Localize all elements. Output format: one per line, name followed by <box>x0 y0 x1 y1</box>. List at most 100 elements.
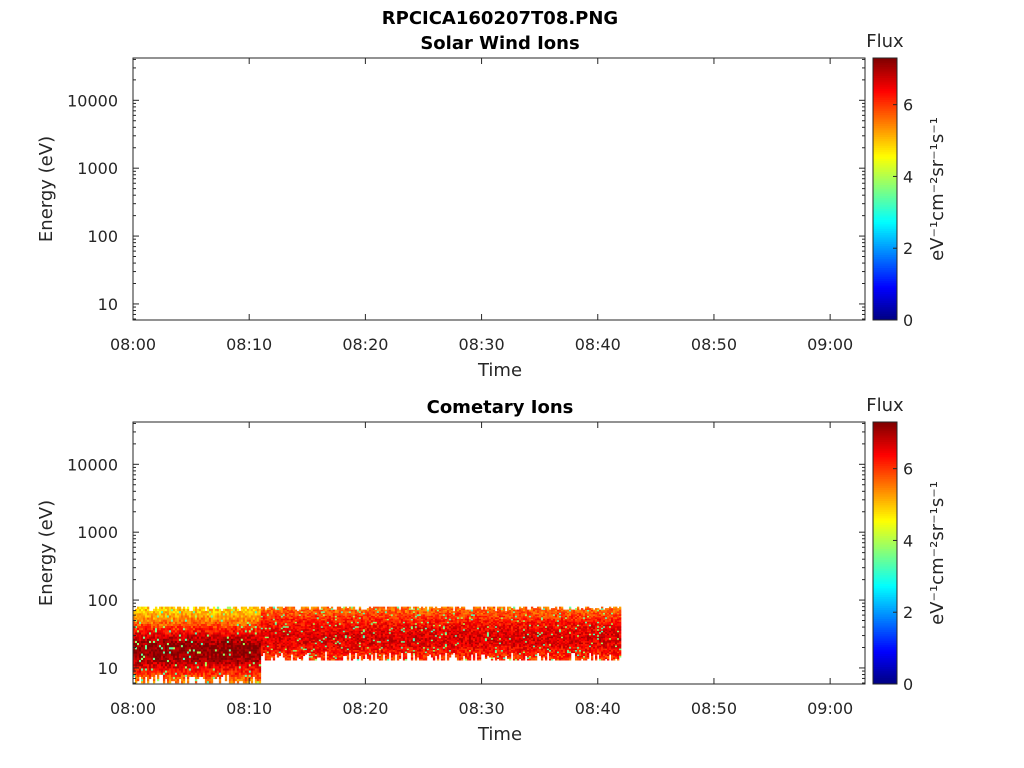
x-axis-label: Time <box>477 360 522 381</box>
spectrogram-cell <box>158 653 162 656</box>
spectrogram-cell <box>252 657 256 660</box>
spectrogram-cell <box>162 668 166 671</box>
spectrogram-cell <box>164 629 168 633</box>
spectrogram-cell <box>346 617 350 619</box>
spectrogram-cell <box>316 606 320 609</box>
colorbar-segment <box>873 136 897 140</box>
spectrogram-cell <box>170 632 174 635</box>
spectrogram-cell <box>148 634 152 637</box>
spectrogram-cell <box>370 620 374 622</box>
spectrogram-cell <box>344 617 348 619</box>
spectrogram-cell <box>330 657 334 660</box>
spectrogram-cell <box>352 643 356 646</box>
spectrogram-cell <box>332 651 336 654</box>
spectrogram-cell <box>376 640 380 643</box>
spectrogram-cell <box>334 643 338 646</box>
spectrogram-cell <box>190 615 194 618</box>
spectrogram-cell <box>158 642 162 646</box>
spectrogram-cell <box>156 613 160 616</box>
spectrogram-cell <box>390 652 394 655</box>
spectrogram-cell <box>162 617 166 620</box>
spectrogram-cell <box>274 620 278 622</box>
spectrogram-cell <box>234 655 238 658</box>
colorbar-segment <box>873 106 897 109</box>
spectrogram-cell <box>356 658 360 661</box>
spectrogram-cell <box>310 606 314 609</box>
spectrogram-cell <box>296 655 300 658</box>
spectrogram-cell <box>330 648 334 651</box>
spectrogram-cell <box>324 612 328 615</box>
spectrogram-cell <box>376 609 380 612</box>
spectrogram-cell <box>370 648 374 651</box>
spectrogram-cell <box>252 640 256 643</box>
spectrogram-cell <box>394 617 398 619</box>
spectrogram-cell <box>332 609 336 612</box>
spectrogram-cell <box>188 649 192 652</box>
spectrogram-cell <box>210 663 214 667</box>
spectrogram-cell <box>400 615 404 618</box>
spectrogram-cell <box>234 663 238 667</box>
spectrogram-cell <box>392 657 396 660</box>
spectrogram-cell <box>366 620 370 622</box>
spectrogram-cell <box>246 623 250 627</box>
spectrogram-cell <box>136 653 140 656</box>
spectrogram-cell <box>206 636 210 639</box>
spectrogram-cell <box>288 655 292 658</box>
spectrogram-cell <box>214 615 218 618</box>
spectrogram-cell <box>316 640 320 643</box>
spectrogram-cell <box>184 674 188 677</box>
spectrogram-cell <box>298 637 302 640</box>
spectrogram-cell <box>270 633 274 636</box>
spectrogram-cell <box>166 646 170 650</box>
spectrogram-cell <box>350 651 354 654</box>
spectrogram-cell <box>326 658 330 661</box>
spectrogram-cell <box>348 608 352 610</box>
spectrogram-cell <box>400 642 404 645</box>
spectrogram-cell <box>264 617 268 619</box>
spectrogram-cell <box>146 629 150 633</box>
spectrogram-cell <box>346 634 350 637</box>
spectrogram-cell <box>284 624 288 627</box>
spectrogram-cell <box>276 651 280 654</box>
spectrogram-cell <box>168 636 172 639</box>
spectrogram-cell <box>374 651 378 654</box>
spectrogram-cell <box>390 614 394 616</box>
spectrogram-cell <box>266 640 270 643</box>
spectrogram-cell <box>404 611 408 613</box>
spectrogram-cell <box>264 614 268 616</box>
spectrogram-cell <box>142 644 146 648</box>
spectrogram-cell <box>133 649 136 652</box>
spectrogram-cell <box>372 627 376 630</box>
spectrogram-cell <box>300 623 304 625</box>
spectrogram-cell <box>362 630 366 633</box>
spectrogram-cell <box>290 636 294 639</box>
spectrogram-cell <box>284 640 288 643</box>
spectrogram-cell <box>358 623 362 625</box>
spectrogram-cell <box>170 615 174 618</box>
spectrogram-cell <box>326 651 330 654</box>
spectrogram-cell <box>314 658 318 661</box>
spectrogram-cell <box>194 678 198 682</box>
spectrogram-cell <box>358 620 362 622</box>
spectrogram-cell <box>266 658 270 661</box>
spectrogram-cell <box>268 651 272 654</box>
spectrogram-cell <box>174 629 178 633</box>
spectrogram-cell <box>178 657 182 660</box>
spectrogram-cell <box>216 608 220 612</box>
spectrogram-cell <box>352 631 356 634</box>
spectrogram-cell <box>332 652 336 655</box>
colorbar-segment <box>873 241 897 244</box>
spectrogram-cell <box>392 617 396 619</box>
spectrogram-cell <box>304 642 308 645</box>
spectrogram-cell <box>268 612 272 615</box>
spectrogram-cell <box>170 627 174 631</box>
spectrogram-cell <box>410 639 414 642</box>
spectrogram-cell <box>196 640 200 643</box>
colorbar-segment <box>873 154 897 157</box>
spectrogram-cell <box>382 648 386 651</box>
spectrogram-cell <box>172 634 176 637</box>
y-tick-label: 10 <box>98 295 118 314</box>
spectrogram-cell <box>300 612 304 615</box>
spectrogram-cell <box>316 611 320 613</box>
spectrogram-cell <box>200 653 204 656</box>
